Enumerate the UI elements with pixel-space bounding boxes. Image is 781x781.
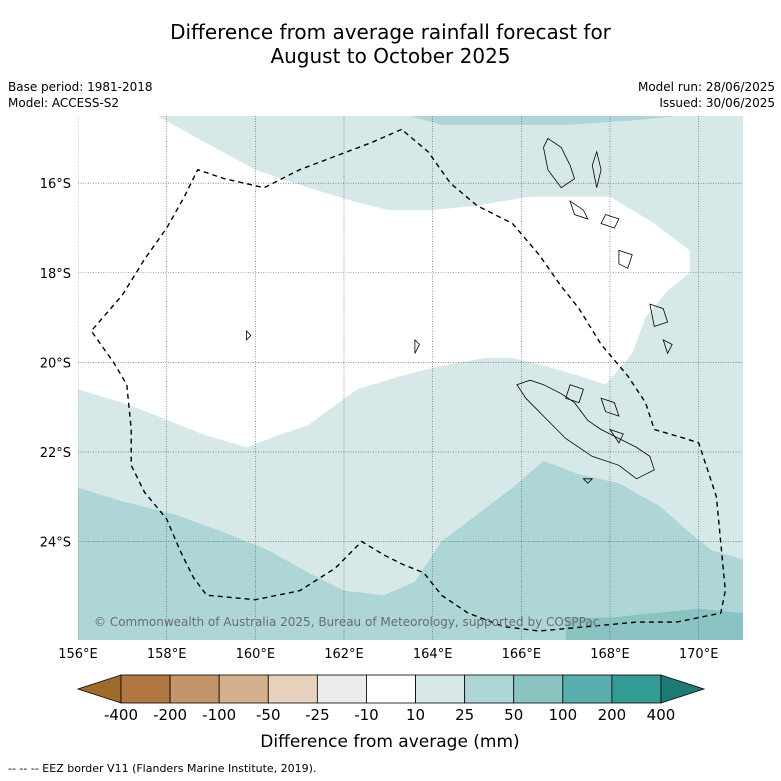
colorbar-tick-labels: -400 -200 -100 -50 -25 -10 10 25 50 100 200 400: [104, 706, 675, 724]
colorbar-segment: [267, 674, 318, 704]
title-line-2: August to October 2025: [270, 44, 511, 68]
island-outline: [600, 397, 620, 417]
island-outline: [414, 338, 420, 354]
zone-2: [78, 460, 743, 640]
coastlines: [246, 137, 673, 484]
colorbar-segment: [415, 674, 466, 704]
lon-tick-label: 168°E: [590, 647, 630, 662]
colorbar-segment: [611, 674, 662, 704]
lat-tick-label: 16°S: [40, 177, 71, 192]
colorbar-tick-label: -25: [305, 706, 330, 724]
latitude-tick-labels: 16°S 18°S 20°S 22°S 24°S: [40, 177, 71, 550]
title-line-1: Difference from average rainfall forecas…: [170, 20, 611, 44]
lon-tick-label: 164°E: [413, 647, 453, 662]
base-period-text: Base period: 1981-2018: [8, 80, 153, 94]
lat-tick-label: 20°S: [40, 356, 71, 371]
meta-right: Model run: 28/06/2025 Issued: 30/06/2025: [638, 79, 775, 111]
island-outline: [565, 384, 584, 404]
island-outline: [569, 200, 589, 220]
colorbar-tick-label: 10: [406, 706, 425, 724]
colorbar-segment: [513, 674, 564, 704]
colorbar-segment: [464, 674, 515, 704]
colorbar-tick-label: -10: [354, 706, 379, 724]
meta-left: Base period: 1981-2018 Model: ACCESS-S2: [8, 79, 153, 111]
lat-tick-label: 22°S: [40, 446, 71, 461]
colorbar-segment: [366, 674, 416, 704]
eez-border: [90, 128, 727, 632]
eez-border-line: [90, 128, 727, 632]
lat-tick-label: 18°S: [40, 267, 71, 282]
colorbar-extend-right: [660, 674, 706, 704]
colorbar-segment: [120, 674, 171, 704]
zone-3: [410, 116, 677, 125]
colorbar-tick-label: -50: [256, 706, 281, 724]
lon-tick-label: 158°E: [147, 647, 187, 662]
issued-text: Issued: 30/06/2025: [659, 96, 775, 110]
colorbar-tick-label: 50: [504, 706, 523, 724]
lat-tick-label: 24°S: [40, 535, 71, 550]
colorbar-tick-label: 200: [598, 706, 627, 724]
island-outline: [582, 478, 594, 484]
lon-tick-label: 156°E: [58, 647, 98, 662]
lon-tick-label: 160°E: [236, 647, 276, 662]
colorbar-label: Difference from average (mm): [260, 732, 519, 752]
island-outline: [246, 330, 252, 341]
colorbar-segment: [218, 674, 269, 704]
colorbar-extend-left: [76, 674, 122, 704]
colorbar-segment: [316, 674, 367, 704]
colorbar-tick-label: -100: [202, 706, 236, 724]
island-outline: [543, 137, 575, 189]
island-outline: [600, 214, 620, 229]
lon-tick-label: 170°E: [679, 647, 719, 662]
colorbar-tick-label: 100: [548, 706, 577, 724]
model-run-text: Model run: 28/06/2025: [637, 80, 775, 94]
colorbar-tick-label: -400: [104, 706, 138, 724]
island-outline: [649, 303, 669, 328]
longitude-tick-labels: 156°E 158°E 160°E 162°E 164°E 166°E 168°E 170°E: [58, 647, 718, 662]
model-text: Model: ACCESS-S2: [8, 96, 120, 110]
colorbar-tick-label: 25: [455, 706, 474, 724]
colorbar-segment: [169, 674, 220, 704]
lon-tick-label: 166°E: [502, 647, 542, 662]
island-outline: [609, 428, 624, 444]
island-outline: [516, 379, 655, 480]
zone-1: [78, 116, 690, 448]
lon-tick-label: 162°E: [324, 647, 364, 662]
copyright-text: © Commonwealth of Australia 2025, Bureau…: [94, 615, 599, 629]
colorbar-tick-label: 400: [647, 706, 676, 724]
colorbar: [76, 674, 706, 704]
graticule: [78, 116, 743, 640]
island-outline: [591, 150, 602, 188]
colorbar-tick-label: -200: [153, 706, 187, 724]
island-outline: [662, 339, 673, 355]
colorbar-segment: [562, 674, 613, 704]
forecast-zones: [78, 116, 743, 640]
island-outline: [618, 249, 633, 269]
map-title: Difference from average rainfall forecas…: [0, 20, 781, 68]
eez-footnote: -- -- -- EEZ border V11 (Flanders Marine…: [8, 762, 317, 775]
